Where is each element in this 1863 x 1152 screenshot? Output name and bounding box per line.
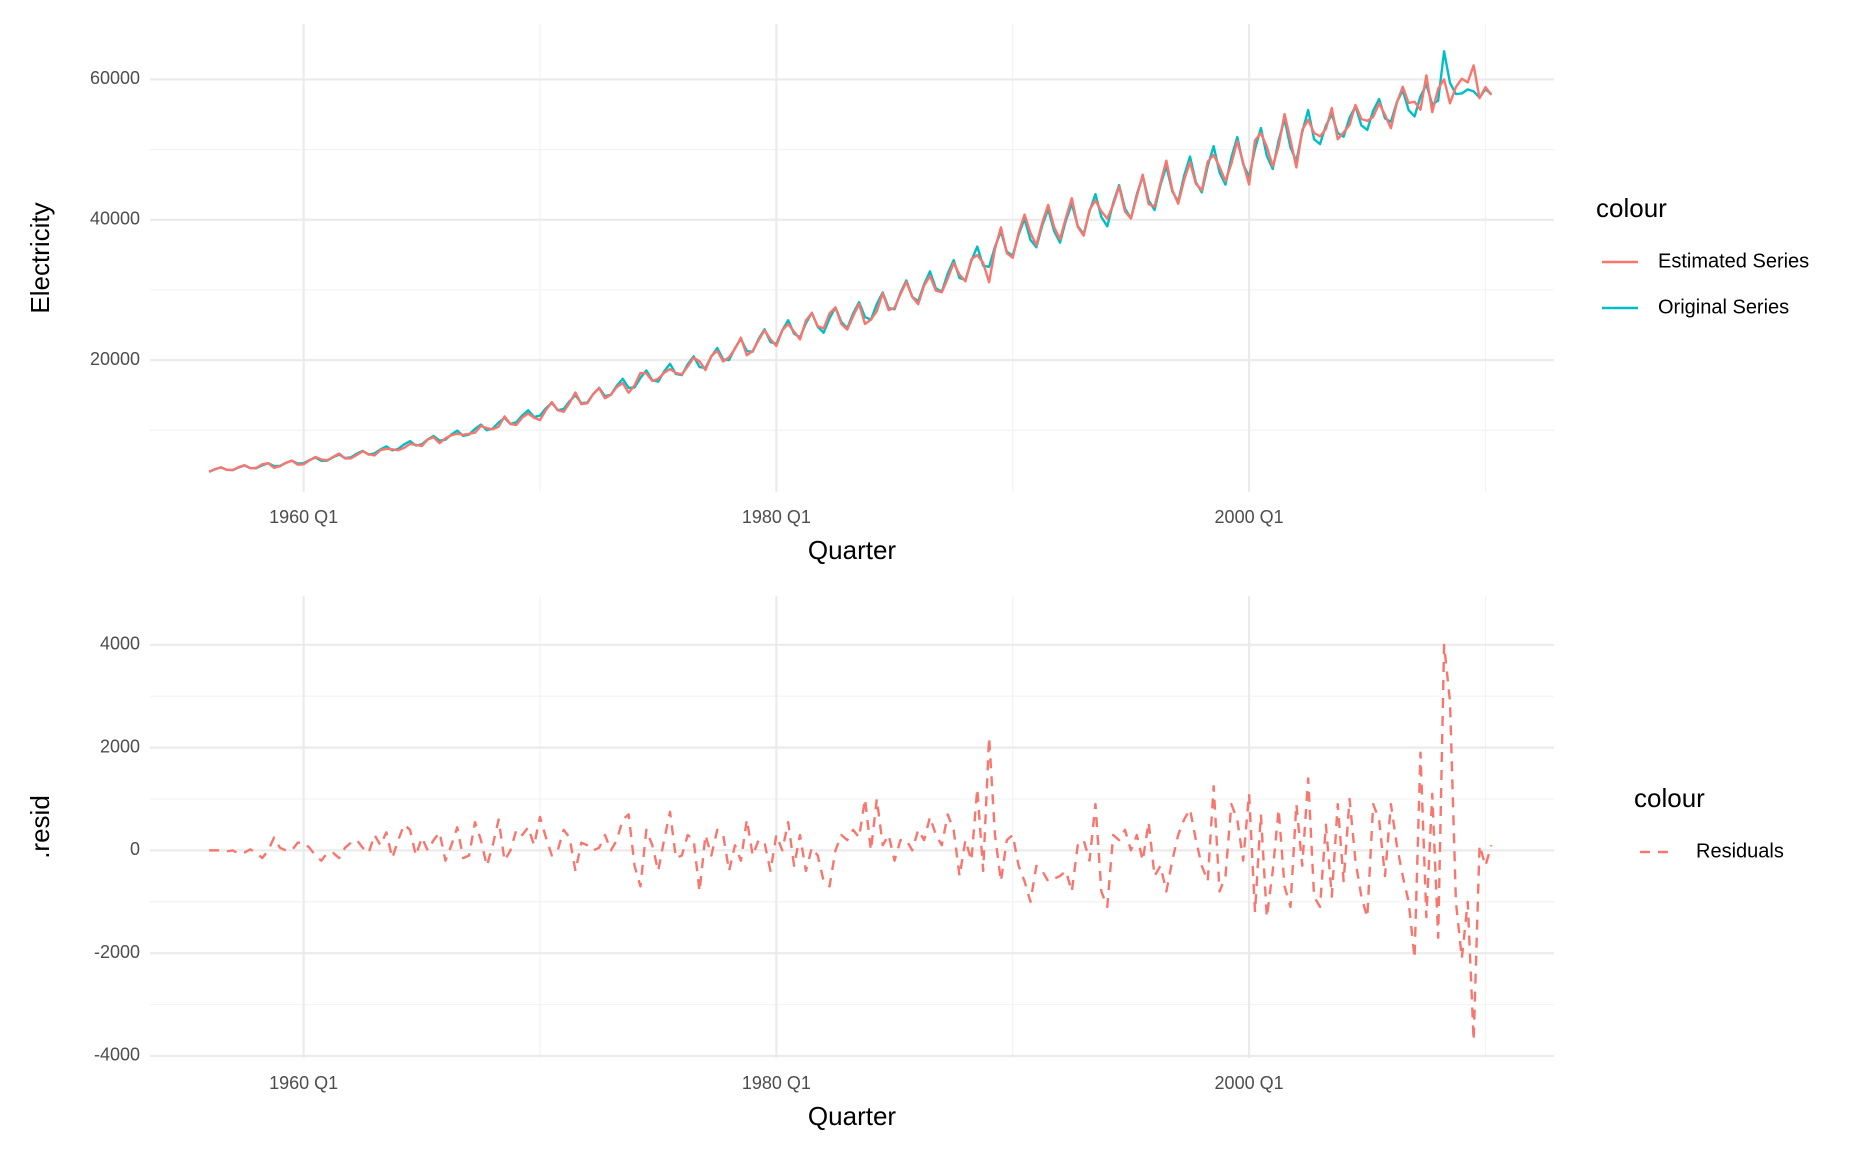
legend-label: Residuals — [1696, 840, 1784, 862]
x-tick-label: 2000 Q1 — [1215, 1073, 1284, 1093]
y-tick-label: 0 — [130, 839, 140, 859]
legend-title: colour — [1634, 783, 1705, 813]
x-axis-title: Quarter — [808, 535, 896, 565]
y-tick-label: 40000 — [90, 209, 140, 229]
y-tick-label: 2000 — [100, 736, 140, 756]
legend-label: Estimated Series — [1658, 250, 1809, 272]
y-tick-label: -2000 — [94, 942, 140, 962]
legend-label: Original Series — [1658, 296, 1789, 318]
series-line — [208, 64, 1493, 473]
x-tick-label: 1980 Q1 — [742, 1073, 811, 1093]
legend-title: colour — [1596, 193, 1667, 223]
series-line — [209, 643, 1493, 1042]
x-tick-label: 2000 Q1 — [1215, 507, 1284, 527]
x-tick-label: 1980 Q1 — [742, 507, 811, 527]
x-axis-title: Quarter — [808, 1101, 896, 1131]
series-line — [208, 50, 1493, 473]
x-tick-label: 1960 Q1 — [269, 507, 338, 527]
y-tick-label: 60000 — [90, 68, 140, 88]
y-axis-title: Electricity — [25, 202, 55, 313]
x-tick-label: 1960 Q1 — [269, 1073, 338, 1093]
y-tick-label: 4000 — [100, 634, 140, 654]
y-tick-label: 20000 — [90, 349, 140, 369]
y-axis-title: .resid — [25, 795, 55, 859]
y-tick-label: -4000 — [94, 1045, 140, 1065]
